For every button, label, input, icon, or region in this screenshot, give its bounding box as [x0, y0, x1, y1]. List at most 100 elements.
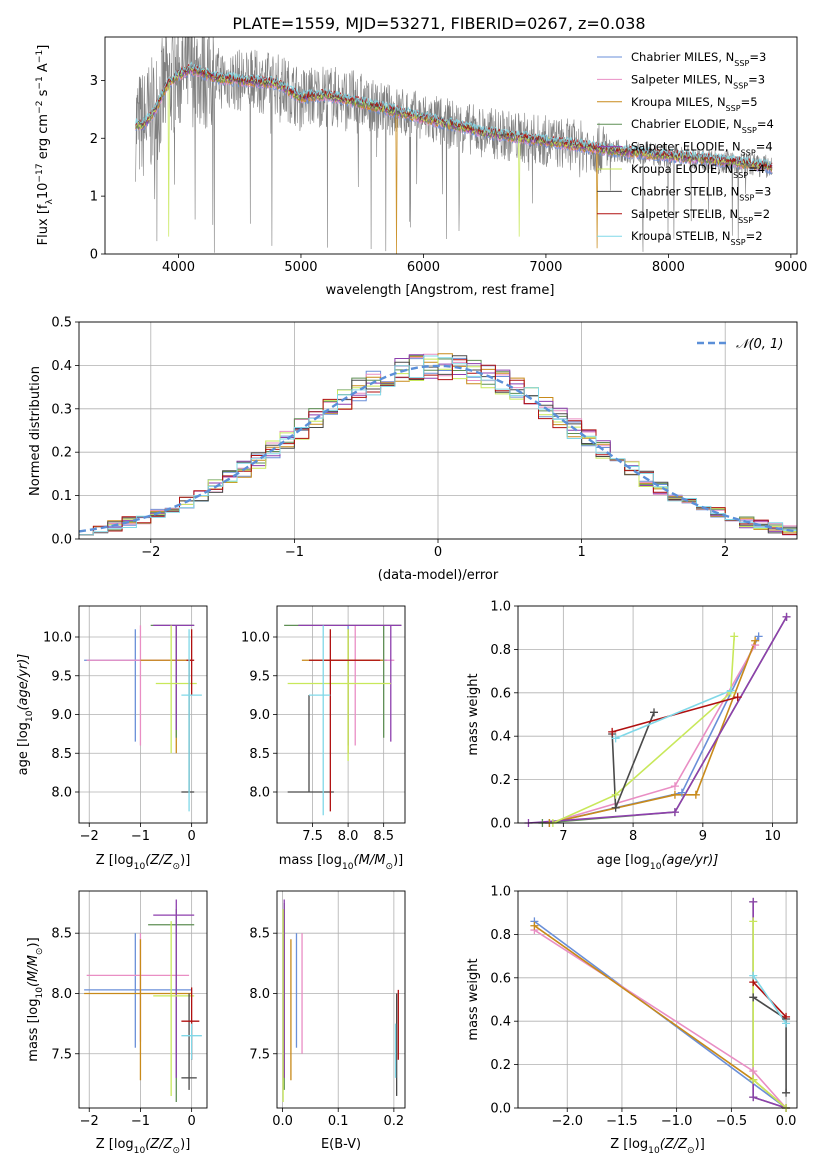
mass-vs-EBV-xtick-label: 0.1	[328, 1114, 349, 1129]
mass-vs-Z-xlabel-part: )]	[180, 1137, 190, 1152]
spectrum-legend-label-part: =3	[749, 50, 766, 64]
mass-weight-vs-age-series-line	[615, 689, 732, 740]
spectrum-model-line	[135, 61, 773, 167]
mass-weight-vs-Z-series-line	[533, 929, 787, 1108]
mass-vs-Z-panel: −2 −1 07.58.08.5Z [log10(Z/Z⊙)]mass [log10…	[26, 890, 208, 1156]
residual-ylabel: Normed distribution	[28, 366, 43, 496]
age-vs-mass-ytick-label: 8.5	[249, 747, 270, 762]
spectrum-legend-label-part: =3	[748, 72, 765, 86]
spectrum-ylabel-part: erg cm	[36, 114, 51, 163]
mass-weight-vs-Z-xtick-label: −0.5	[716, 1114, 748, 1129]
mass-weight-vs-age-ytick-label: 0.6	[490, 686, 511, 701]
mass-vs-Z-ylabel-part: 10	[35, 987, 45, 999]
spectrum-xtick-label: 8000	[652, 260, 685, 275]
mass-weight-vs-Z-xlabel-part: (Z/Z	[660, 1137, 688, 1152]
spectrum-legend-label-part: Kroupa MILES, N	[631, 95, 726, 109]
age-vs-Z-xlabel-part: (Z/Z	[145, 853, 173, 868]
age-vs-Z-ytick-label: 8.0	[51, 786, 72, 801]
spectrum-ytick-label: 0	[90, 248, 98, 263]
mass-vs-EBV-xtick-label: 0.0	[272, 1114, 293, 1129]
mass-weight-vs-Z-point-marker	[749, 993, 758, 1002]
mass-weight-vs-Z-series-line	[752, 921, 787, 1108]
age-vs-Z-xlabel: Z [log10(Z/Z⊙)]	[96, 853, 191, 872]
spectrum-legend-label-part: SSP	[734, 59, 749, 68]
spectrum-legend-label-part: =4	[748, 162, 765, 176]
spectrum-legend-label-part: SSP	[733, 171, 748, 180]
spectrum-legend-label: Chabrier STELIB, NSSP=3	[631, 184, 771, 202]
spectrum-panel: 4000 5000 6000 7000 8000 9000 0 1 2 3 Chabrier MIL…	[35, 36, 807, 298]
spectrum-legend-label-part: Salpeter MILES, N	[631, 72, 733, 86]
mass-weight-vs-Z-point-marker	[749, 917, 758, 926]
mass-weight-vs-Z-xlabel: Z [log10(Z/Z⊙)]	[610, 1137, 705, 1156]
age-vs-Z-plot-area	[84, 624, 202, 812]
mass-vs-Z-ytick-label: 8.0	[51, 987, 72, 1002]
mass-weight-vs-age-xlabel-part: age [log	[597, 853, 650, 868]
mass-weight-vs-Z-ytick-label: 0.2	[490, 1058, 511, 1073]
mass-weight-vs-age-series-line	[552, 636, 735, 823]
mass-weight-vs-Z-point-marker	[749, 1093, 758, 1102]
mass-weight-vs-age-ytick-label: 0.4	[490, 730, 511, 745]
mass-weight-vs-Z-frame	[517, 890, 798, 1109]
mass-vs-EBV-xlabel: E(B-V)	[321, 1137, 361, 1152]
mass-weight-vs-Z-ytick-label: 0.4	[490, 1015, 511, 1030]
spectrum-legend-label-part: SSP	[731, 238, 746, 247]
mass-vs-EBV-panel: 0.0 0.1 0.2 7.5 8.0 8.5 E(B-V)	[249, 890, 406, 1152]
mass-weight-vs-age-point-marker	[650, 708, 659, 717]
mass-weight-vs-age-xlabel-part: 10	[650, 862, 662, 872]
mass-vs-Z-xtick-label: −1	[131, 1114, 150, 1129]
age-vs-mass-xtick-label: 8.0	[338, 829, 359, 844]
residuals-ytick-label: 0.0	[51, 533, 72, 548]
mass-weight-vs-age-point-marker	[611, 734, 620, 743]
residuals-ytick-label: 0.5	[51, 316, 72, 331]
mass-weight-vs-age-point-marker	[608, 727, 617, 736]
spectrum-legend-label: Chabrier ELODIE, NSSP=4	[631, 117, 774, 135]
mass-weight-vs-age-point-marker	[733, 693, 742, 702]
age-vs-mass-frame	[276, 605, 406, 824]
mass-weight-vs-age-ytick-label: 0.2	[490, 773, 511, 788]
mass-vs-Z-ylabel-part: )]	[26, 937, 41, 947]
mass-weight-vs-age-point-marker	[782, 612, 791, 621]
mass-weight-vs-age-series-line	[549, 636, 760, 823]
residuals-xtick-label: 2	[721, 545, 729, 560]
spectrum-ylabel-part: λ	[45, 199, 55, 205]
spectrum-legend-label: Salpeter MILES, NSSP=3	[631, 72, 765, 90]
mass-vs-EBV-ytick-label: 8.5	[249, 927, 270, 942]
mass-vs-Z-xlabel-part: ⊙	[173, 1146, 181, 1156]
mass-vs-EBV-ytick-label: 8.0	[249, 987, 270, 1002]
mass-vs-Z-ylabel: mass [log10(M/M⊙)]	[26, 937, 45, 1061]
mass-vs-Z-xtick-label: 0	[187, 1114, 195, 1129]
spectrum-ylabel-part: Flux [f	[36, 204, 51, 245]
age-vs-Z-ytick-label: 9.5	[51, 669, 72, 684]
mass-weight-vs-Z-ytick-label: 0.0	[490, 1102, 511, 1117]
age-vs-mass-panel: 7.5 8.0 8.5 8.0 8.5 9.0 9.5 10.0 mass [log10(M/M…	[241, 605, 406, 872]
mass-weight-vs-age-point-marker	[726, 686, 735, 695]
mass-vs-Z-frame	[78, 890, 208, 1109]
mass-weight-vs-age-series-line	[549, 640, 756, 823]
normal-reference-curve	[79, 364, 797, 533]
residuals-xtick-label: −2	[141, 545, 160, 560]
mass-weight-vs-age-point-marker	[691, 790, 700, 799]
mass-weight-vs-age-series-line	[549, 644, 756, 823]
age-vs-Z-xtick-label: 0	[187, 829, 195, 844]
mass-weight-vs-age-point-marker	[677, 788, 686, 797]
spectrum-xtick-label: 4000	[162, 260, 195, 275]
age-vs-Z-ylabel-part: 10	[25, 710, 35, 722]
age-vs-mass-xlabel-part: (M/M	[354, 853, 386, 868]
residuals-ytick-label: 0.2	[51, 446, 72, 461]
mass-weight-vs-Z-point-marker	[782, 1088, 791, 1097]
mass-weight-vs-Z-xtick-label: −1.0	[661, 1114, 693, 1129]
age-vs-mass-ytick-label: 9.5	[249, 669, 270, 684]
spectrum-legend-label-part: Kroupa ELODIE, N	[631, 162, 733, 176]
mass-weight-vs-age-xlabel: age [log10(age/yr)]	[597, 853, 719, 872]
mass-weight-vs-Z-point-marker	[530, 921, 539, 930]
mass-weight-vs-Z-xlabel-part: 10	[648, 1146, 660, 1156]
spectrum-xtick-label: 9000	[774, 260, 807, 275]
spectrum-legend-label-part: SSP	[738, 215, 753, 224]
spectrum-ylabel-part: −1	[35, 76, 45, 89]
residuals-xtick-label: 1	[577, 545, 585, 560]
mass-weight-vs-Z-ytick-label: 0.6	[490, 971, 511, 986]
age-vs-Z-xlabel-part: ⊙	[173, 862, 181, 872]
mass-weight-vs-Z-xlabel-part: )]	[695, 1137, 705, 1152]
